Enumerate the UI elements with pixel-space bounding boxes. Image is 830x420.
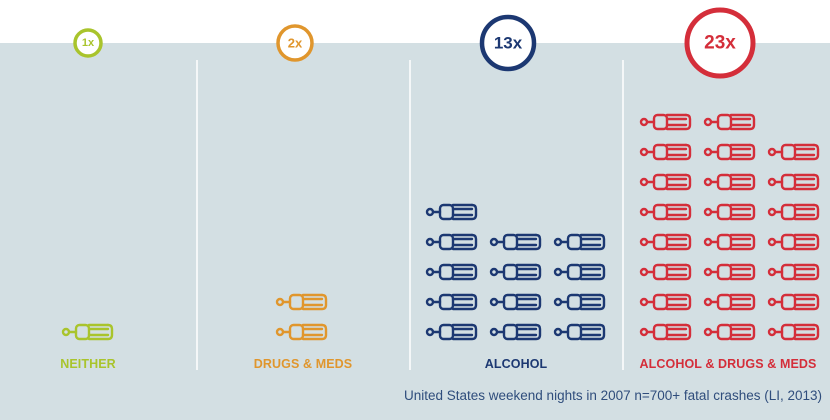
person-icon	[275, 293, 328, 311]
multiplier-badge: 23x	[684, 7, 756, 79]
person-icon	[489, 263, 542, 281]
person-icon	[767, 323, 820, 341]
person-icon	[767, 263, 820, 281]
person-icon	[703, 293, 756, 311]
person-icon	[703, 233, 756, 251]
person-icon	[425, 203, 478, 221]
person-icon	[703, 263, 756, 281]
badge-circle	[479, 14, 537, 72]
person-icon	[275, 323, 328, 341]
person-icon	[639, 233, 692, 251]
badge-value-label: 1x	[82, 37, 95, 49]
person-icon	[703, 113, 756, 131]
person-icon	[639, 293, 692, 311]
person-icon	[553, 233, 606, 251]
person-icon	[425, 263, 478, 281]
person-icon	[61, 323, 114, 341]
person-icon	[767, 143, 820, 161]
person-icon	[639, 263, 692, 281]
person-icon	[767, 293, 820, 311]
person-icon	[639, 113, 692, 131]
person-icon	[553, 263, 606, 281]
footnote: United States weekend nights in 2007 n=7…	[403, 388, 822, 403]
person-icon	[703, 323, 756, 341]
badge-value-label: 2x	[288, 36, 303, 51]
badge-circle	[276, 24, 314, 62]
person-icon	[553, 323, 606, 341]
category-label-neither: NEITHER	[60, 357, 116, 371]
multiplier-badge: 1x	[73, 28, 103, 58]
person-icon	[639, 203, 692, 221]
person-icon	[489, 323, 542, 341]
person-icon	[703, 143, 756, 161]
badge-circle	[73, 28, 103, 58]
person-icon	[489, 233, 542, 251]
person-icon	[425, 323, 478, 341]
person-icon	[767, 203, 820, 221]
person-icon	[639, 323, 692, 341]
person-icon	[425, 233, 478, 251]
multiplier-badge: 13x	[479, 14, 537, 72]
category-label-alcohol-drugs-meds: ALCOHOL & DRUGS & MEDS	[639, 357, 817, 371]
person-icon	[639, 173, 692, 191]
badge-value-label: 13x	[494, 34, 523, 53]
person-icon	[425, 293, 478, 311]
person-icon	[767, 233, 820, 251]
category-label-alcohol: ALCOHOL	[484, 357, 548, 371]
badge-circle	[684, 7, 756, 79]
person-icon	[639, 143, 692, 161]
background-band	[0, 43, 830, 420]
person-icon	[553, 293, 606, 311]
person-icon	[703, 203, 756, 221]
person-icon	[489, 293, 542, 311]
badge-value-label: 23x	[704, 33, 736, 54]
person-icon	[767, 173, 820, 191]
category-label-drugs-meds: DRUGS & MEDS	[253, 357, 353, 371]
person-icon	[703, 173, 756, 191]
multiplier-badge: 2x	[276, 24, 314, 62]
